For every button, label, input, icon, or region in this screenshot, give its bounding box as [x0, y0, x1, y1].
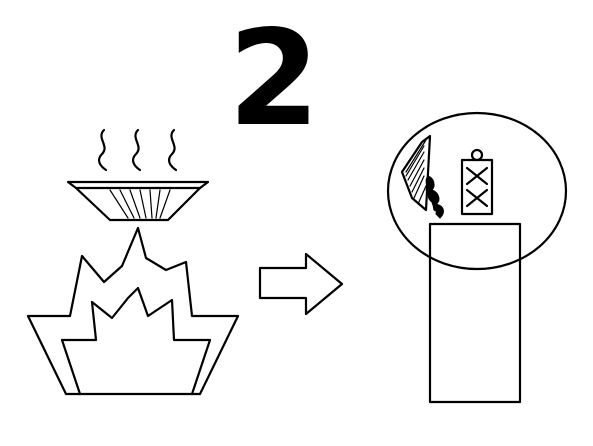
- fire-icon: [26, 226, 240, 396]
- cabinet-icon: [428, 222, 522, 404]
- steam-icon: [97, 128, 178, 172]
- heated-bowl-icon: [66, 180, 210, 222]
- step-number: 2: [228, 2, 320, 156]
- wall-lamp-icon: [400, 134, 432, 212]
- magnifier-circle-icon: [386, 111, 568, 271]
- person-tag-icon: [460, 148, 494, 216]
- right-arrow-icon: [258, 252, 344, 316]
- smoke-icon: [425, 175, 444, 219]
